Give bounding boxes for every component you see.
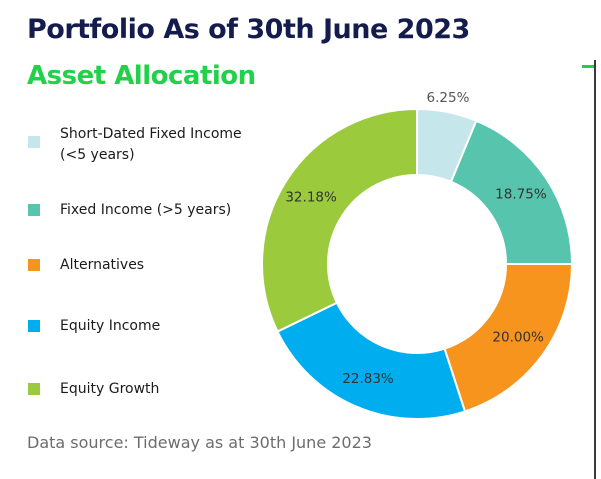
slice-label-equity-growth: 32.18% bbox=[285, 190, 337, 206]
legend-label: Alternatives bbox=[60, 257, 145, 273]
slice-label-short-dated-fixed-income: 6.25% bbox=[427, 90, 470, 106]
section-subtitle: Asset Allocation bbox=[27, 61, 256, 91]
legend-label: Equity Income bbox=[60, 318, 161, 334]
slice-label-fixed-income: 18.75% bbox=[495, 187, 547, 203]
page-title: Portfolio As of 30th June 2023 bbox=[27, 14, 470, 45]
accent-mark bbox=[582, 65, 594, 68]
donut-slice-equity-growth bbox=[261, 107, 418, 333]
legend-label: Fixed Income (>5 years) bbox=[60, 202, 232, 218]
legend-swatch bbox=[28, 136, 40, 148]
slice-label-alternatives: 20.00% bbox=[492, 329, 544, 345]
legend-swatch bbox=[28, 204, 40, 216]
legend-swatch bbox=[28, 383, 40, 395]
slice-label-equity-income: 22.83% bbox=[342, 371, 394, 387]
donut-slice-equity-income bbox=[276, 301, 467, 420]
legend-swatch bbox=[28, 259, 40, 271]
divider-line bbox=[594, 60, 596, 479]
data-source-note: Data source: Tideway as at 30th June 202… bbox=[27, 433, 372, 452]
legend-label: Equity Growth bbox=[60, 381, 160, 397]
legend-label-line-2: (<5 years) bbox=[60, 147, 135, 163]
legend-label: Short-Dated Fixed Income bbox=[60, 126, 242, 142]
legend-swatch bbox=[28, 320, 40, 332]
